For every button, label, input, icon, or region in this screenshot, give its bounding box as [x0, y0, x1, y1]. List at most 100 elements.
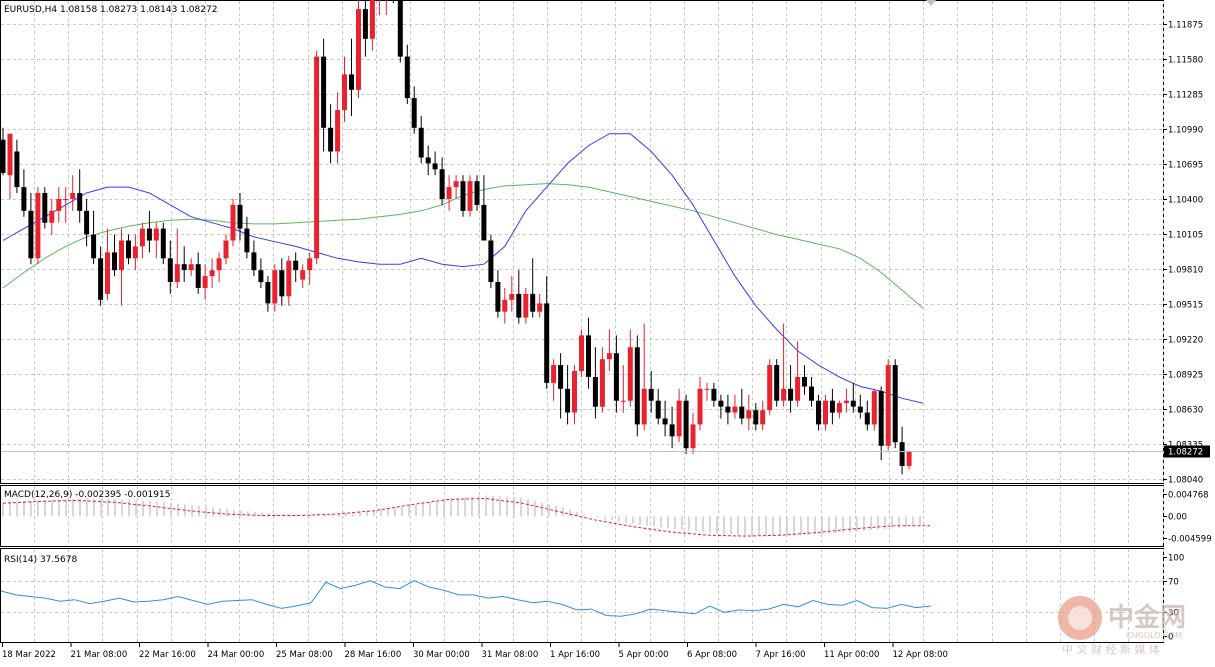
candle-body — [599, 359, 605, 407]
scroll-marker-icon[interactable] — [926, 0, 936, 6]
candle-body — [634, 347, 640, 425]
candle-body — [885, 365, 891, 446]
candle-body — [181, 264, 187, 271]
candle-body — [146, 228, 152, 241]
candle-body — [892, 365, 898, 443]
candle-body — [265, 282, 271, 304]
candle-body — [816, 400, 821, 425]
candle-body — [502, 299, 508, 312]
rsi-header: RSI(14) 37.5678 — [4, 555, 77, 565]
candle-body — [627, 347, 633, 401]
candle-body — [202, 276, 208, 288]
candle-body — [56, 199, 62, 211]
candle-body — [0, 139, 6, 173]
candle-body — [160, 228, 166, 259]
candle-body — [467, 181, 473, 211]
candle-body — [286, 260, 292, 297]
macd-header: MACD(12,26,9) -0.002395 -0.001915 — [4, 490, 170, 500]
candle-body — [132, 246, 138, 259]
time-tick-label: 30 Mar 00:00 — [413, 650, 470, 660]
candle-body — [592, 377, 598, 407]
watermark: 中金网 CNGOLD.COM 中 文 财 经 新 媒 体 — [1058, 596, 1186, 656]
candle-body — [279, 270, 285, 297]
logo-icon — [1058, 596, 1102, 640]
candle-body — [864, 412, 870, 425]
candle-body — [70, 193, 76, 199]
candle-body — [481, 204, 487, 241]
candle-body — [139, 228, 145, 247]
candle-body — [7, 133, 13, 176]
watermark-logo-text: 中金网 — [1108, 602, 1186, 633]
rsi-tick-label: 30 — [1168, 609, 1179, 619]
candle-body — [293, 260, 299, 271]
candle-body — [488, 240, 494, 282]
time-tick-label: 18 Mar 2022 — [2, 650, 56, 660]
candle-body — [586, 335, 591, 377]
candle-body — [237, 204, 243, 229]
candle-body — [307, 258, 313, 271]
candle-body — [732, 406, 738, 413]
candle-body — [544, 303, 550, 383]
candle-body — [579, 335, 584, 371]
candle-body — [98, 258, 104, 300]
candle-body — [258, 270, 264, 283]
candle-body — [35, 193, 41, 259]
candle-body — [418, 127, 424, 158]
candle-body — [523, 293, 529, 318]
candle-body — [195, 264, 201, 288]
rsi-tick-label: 100 — [1168, 554, 1184, 564]
candle-body — [369, 0, 375, 39]
candle-body — [857, 406, 863, 413]
candle-body — [823, 400, 828, 425]
candle-body — [209, 270, 215, 277]
candle-body — [516, 293, 522, 318]
candle-body — [690, 424, 696, 449]
time-tick-label: 6 Apr 08:00 — [687, 650, 737, 660]
candle-body — [871, 391, 877, 425]
candle-body — [655, 400, 661, 419]
candle-body — [77, 193, 83, 211]
candle-body — [683, 400, 689, 449]
candle-body — [460, 181, 466, 211]
candle-body — [321, 56, 327, 128]
candle-body — [216, 258, 222, 271]
candle-body — [21, 187, 27, 211]
price-header: EURUSD,H4 1.08158 1.08273 1.08143 1.0827… — [4, 5, 217, 15]
candle-body — [669, 424, 675, 437]
candle-body — [446, 187, 452, 199]
candle-body — [356, 9, 361, 90]
candle-body — [14, 151, 20, 188]
candle-body — [711, 388, 717, 401]
time-tick-label: 25 Mar 08:00 — [276, 650, 333, 660]
price-tick-label: 1.09810 — [1168, 266, 1203, 276]
price-tick-label: 1.11285 — [1168, 91, 1203, 101]
candle-body — [662, 418, 668, 425]
candle-body — [328, 127, 334, 152]
price-tick-label: 1.09220 — [1168, 336, 1203, 346]
time-tick-label: 24 Mar 00:00 — [208, 650, 265, 660]
candle-body — [63, 199, 69, 200]
candle-body — [119, 240, 124, 271]
candle-body — [342, 74, 347, 110]
price-tick-label: 1.10105 — [1168, 231, 1203, 241]
candle-body — [906, 451, 912, 466]
price-tick-label: 1.08925 — [1168, 371, 1203, 381]
candle-body — [349, 74, 354, 90]
candle-body — [704, 388, 710, 390]
candle-body — [335, 110, 341, 152]
candle-body — [167, 258, 173, 282]
candle-body — [84, 210, 90, 235]
time-tick-label: 31 Mar 08:00 — [482, 650, 539, 660]
candle-body — [795, 377, 801, 401]
candle-body — [397, 0, 403, 57]
price-panel: 1.11875 1.11580 1.11285 1.10990 1.10695 1.104… — [0, 0, 1210, 486]
candle-body — [697, 388, 703, 425]
time-tick-label: 11 Apr 00:00 — [824, 650, 879, 660]
candle-body — [244, 228, 250, 253]
price-tick-label: 1.10990 — [1168, 126, 1203, 136]
time-tick-label: 28 Mar 16:00 — [345, 650, 402, 660]
time-tick-label: 21 Mar 08:00 — [71, 650, 128, 660]
candle-body — [251, 252, 257, 271]
rsi-grid — [1, 549, 1164, 642]
